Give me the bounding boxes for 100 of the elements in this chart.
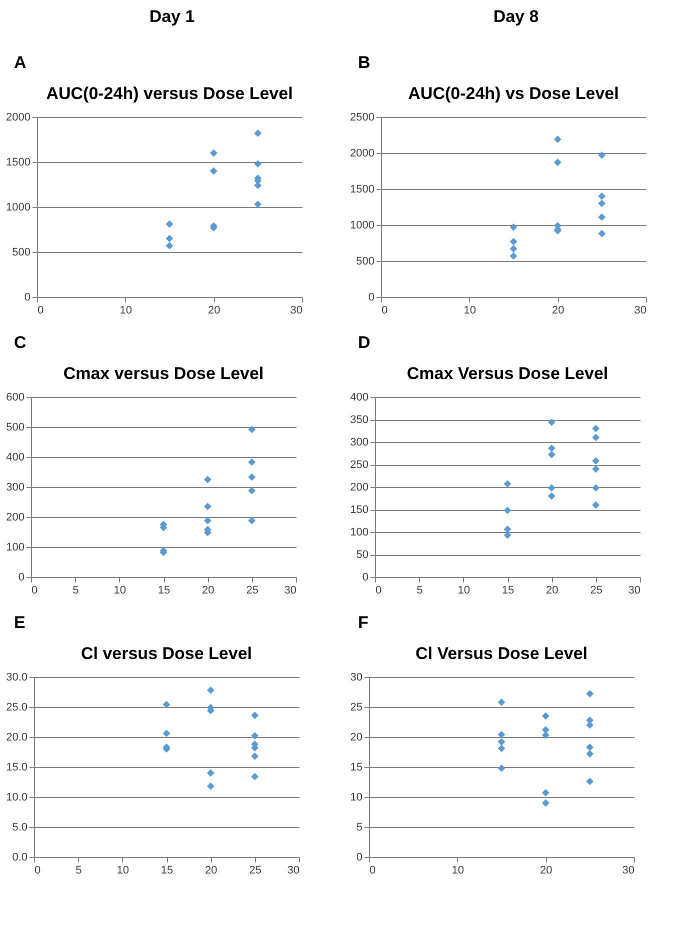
y-tick-label: 5.0 [12,822,28,834]
point [592,434,600,442]
y-tick-label: 200 [350,482,368,494]
y-tick-label: 2500 [350,112,374,124]
chart-title: Cmax Versus Dose Level [406,364,608,383]
text: Day 8 [492,6,540,28]
x-tick-label: 30 [622,864,634,876]
y-tick-label: 250 [350,459,368,471]
point [504,531,512,539]
point [204,502,212,510]
y-tick-label: 0.0 [12,852,28,864]
y-tick-label: 1000 [350,220,374,232]
y-tick-label: 600 [6,392,24,404]
x-tick-label: 25 [249,864,262,876]
point [251,712,259,720]
point [504,506,512,514]
x-tick-label: 20 [540,864,552,876]
y-tick-label: 15 [350,762,362,774]
y-tick-label: 0 [368,292,374,304]
y-tick-label: 0 [362,572,368,584]
y-tick-label: 0 [24,292,30,304]
x-tick-label: 30 [287,864,300,876]
x-tick-label: 10 [116,864,129,876]
point [251,772,259,780]
text: B [357,52,372,74]
y-tick-label: 30.0 [6,672,28,684]
y-tick-label: 15.0 [6,762,28,774]
y-tick-label: 0 [18,572,24,584]
y-tick-label: 100 [6,542,24,554]
point [206,769,214,777]
point [548,444,556,452]
text: A [13,52,28,74]
point [548,484,556,492]
point [548,492,556,500]
y-tick-label: 500 [356,256,374,268]
y-tick-label: 300 [6,482,24,494]
y-tick-label: 1500 [6,156,30,168]
x-tick-label: 10 [458,584,470,596]
y-tick-label: 150 [350,504,368,516]
point [251,732,259,740]
y-tick-label: 20 [350,732,362,744]
y-tick-label: 1500 [350,184,374,196]
point [248,458,256,466]
y-tick-label: 100 [350,526,368,538]
x-tick-label: 10 [120,304,132,316]
point [162,700,170,708]
text: F [357,612,370,634]
chart-title: Cl Versus Dose Level [416,644,588,663]
x-tick-label: 5 [72,584,79,596]
point [204,476,212,484]
x-tick-label: 20 [208,304,220,316]
y-tick-label: 400 [6,452,24,464]
point [548,450,556,458]
point [248,473,256,481]
point [206,686,214,694]
y-tick-label: 10.0 [6,792,28,804]
point [504,480,512,488]
point [504,526,512,534]
x-tick-label: 0 [34,864,41,876]
y-tick-label: 50 [356,549,368,561]
y-tick-label: 350 [350,414,368,426]
point [592,484,600,492]
x-tick-label: 0 [32,584,38,596]
x-tick-label: 10 [452,864,464,876]
text: D [357,332,372,354]
point [592,465,600,473]
point [251,752,259,760]
x-tick-label: 15 [158,584,170,596]
x-tick-label: 30 [284,584,296,596]
y-tick-label: 500 [12,246,30,258]
x-tick-label: 20 [546,584,558,596]
x-tick-label: 25 [590,584,602,596]
y-tick-label: 5 [356,822,362,834]
point [162,730,170,738]
chart-title: Cmax versus Dose Level [63,364,264,383]
y-tick-label: 10 [350,792,362,804]
point [548,418,556,426]
x-tick-label: 10 [114,584,126,596]
chart-title: Cl versus Dose Level [80,644,252,663]
y-tick-label: 25.0 [6,702,28,714]
y-tick-label: 500 [6,422,24,434]
x-tick-label: 15 [502,584,514,596]
point [592,424,600,432]
y-tick-label: 1000 [6,202,30,214]
point [206,782,214,790]
point [592,457,600,465]
y-tick-label: 400 [350,392,368,404]
x-tick-label: 30 [628,584,640,596]
y-tick-label: 30 [350,672,362,684]
y-tick-label: 25 [350,702,362,714]
y-tick-label: 300 [350,436,368,448]
x-tick-label: 5 [416,584,423,596]
x-tick-label: 20 [205,864,218,876]
chart-title: AUC(0-24h) vs Dose Level [408,84,619,103]
y-tick-label: 0 [356,852,362,864]
x-tick-label: 25 [246,584,258,596]
point [248,516,256,524]
x-tick-label: 0 [376,584,382,596]
point [592,501,600,509]
x-tick-label: 0 [38,304,44,316]
